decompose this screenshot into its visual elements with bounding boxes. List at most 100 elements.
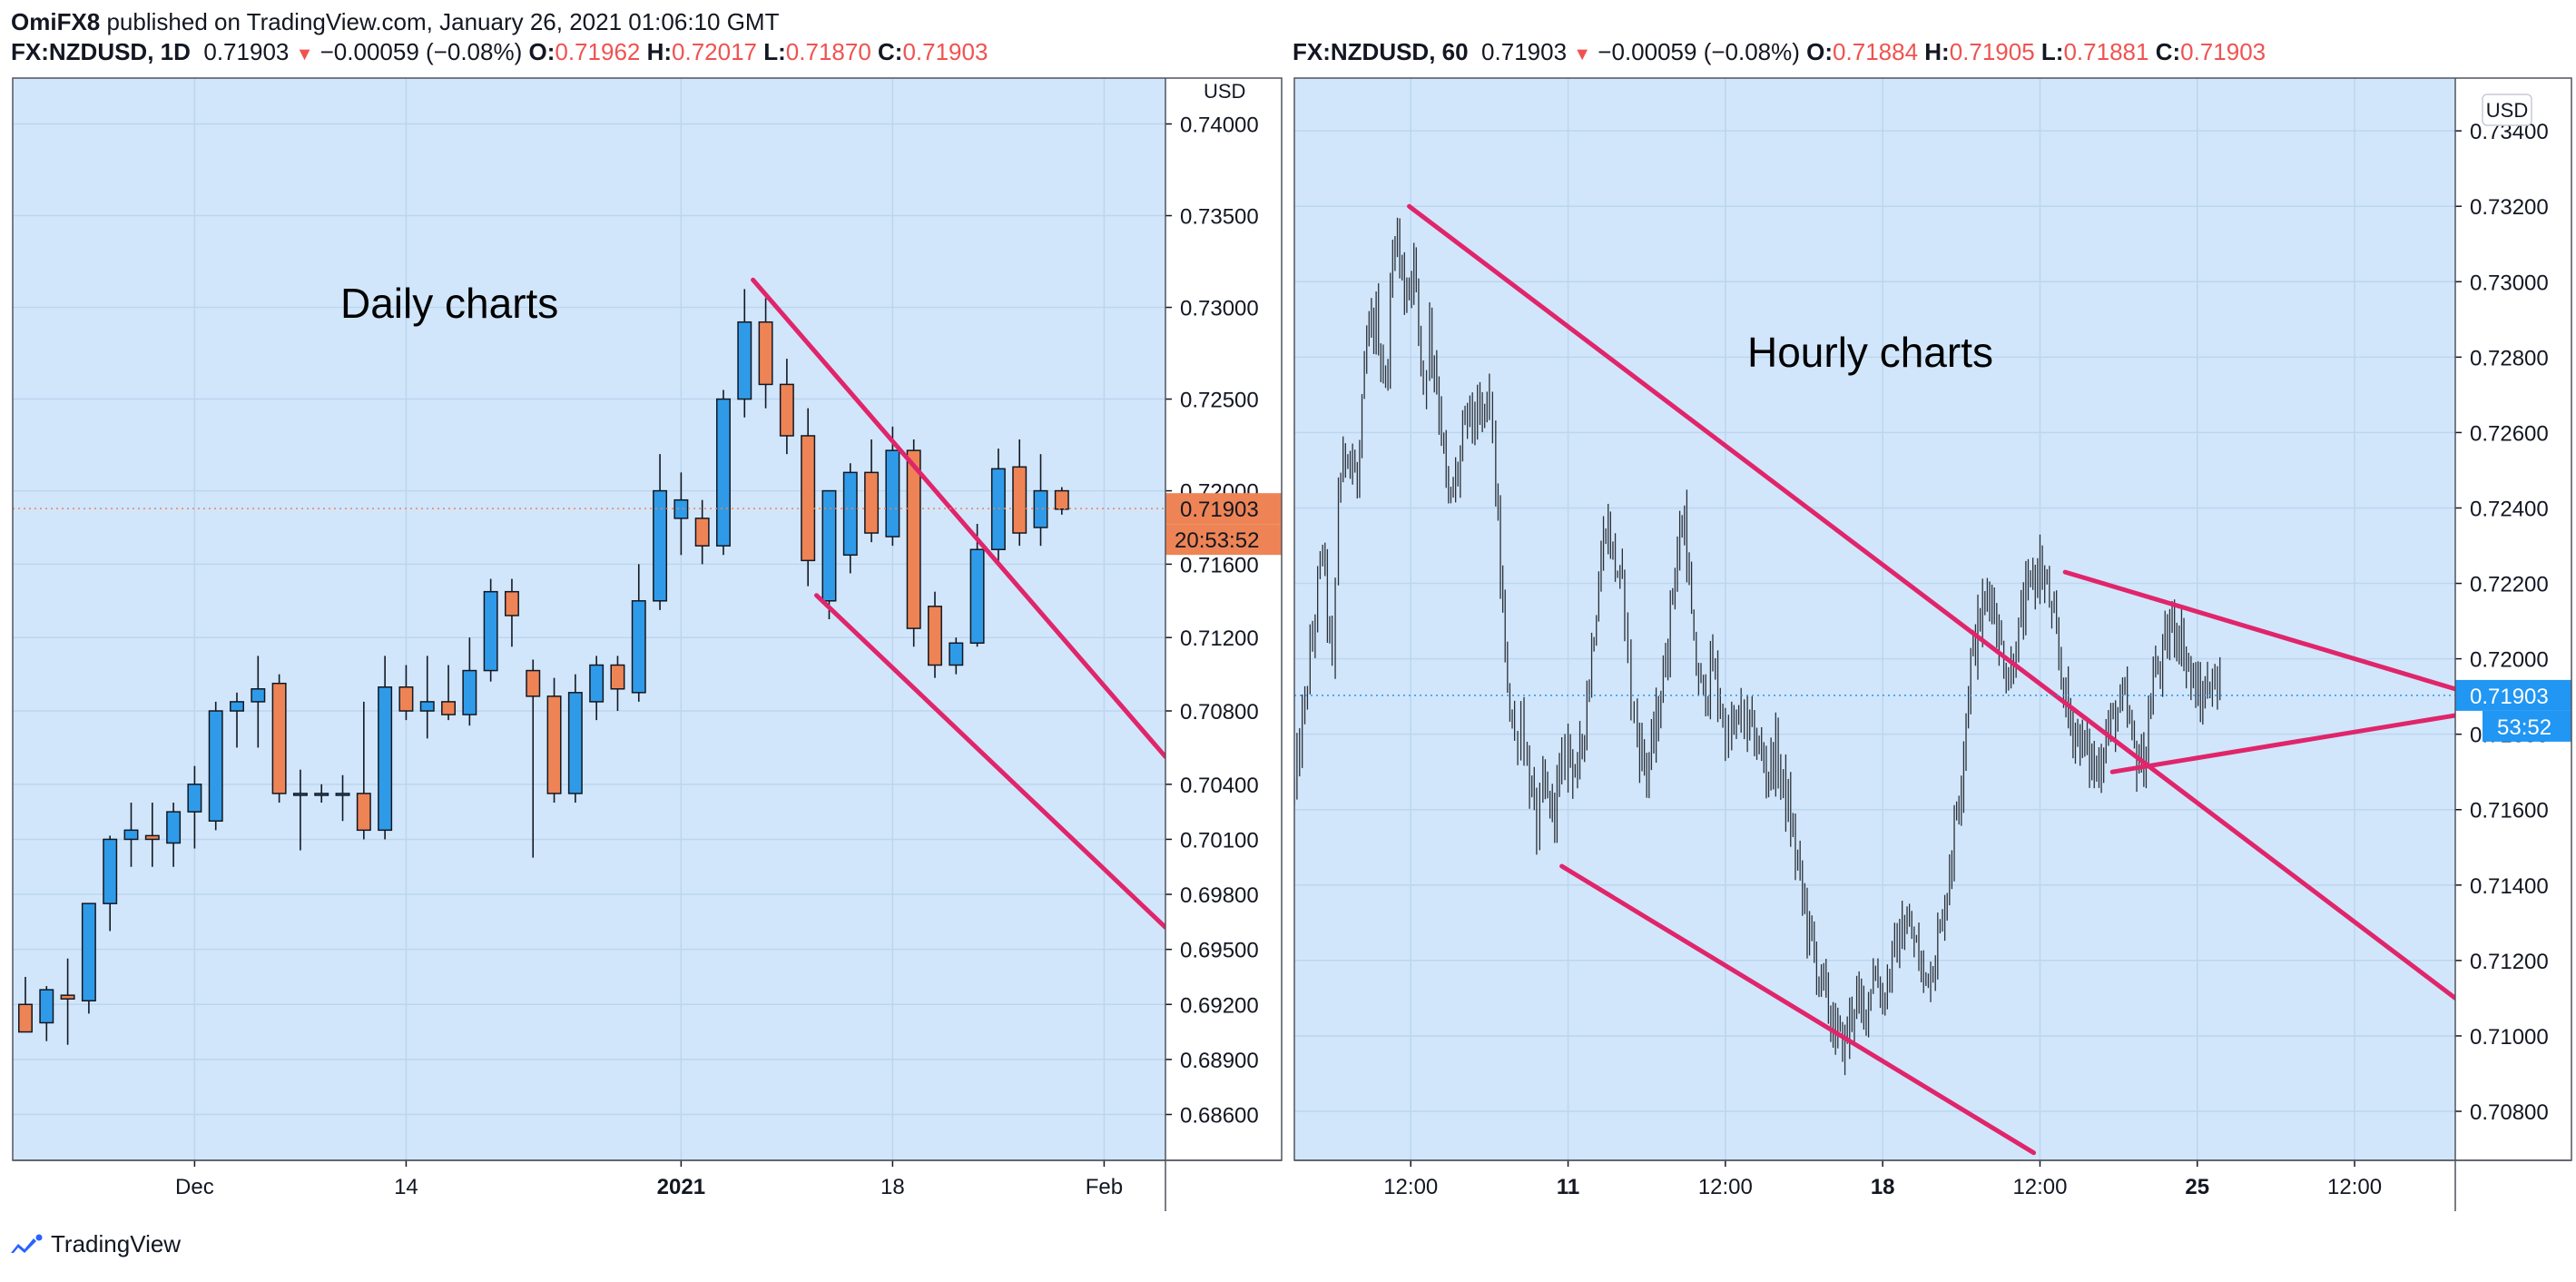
candle-body — [779, 383, 794, 437]
tradingview-brand[interactable]: TradingView — [51, 1230, 182, 1257]
candle-body — [166, 811, 182, 844]
candle — [906, 439, 921, 647]
trendline — [2109, 713, 2455, 774]
candle-body — [208, 710, 223, 822]
daily-x-tick-label: Dec — [175, 1175, 214, 1199]
hourly-y-tick-label: 0.73200 — [2470, 195, 2549, 220]
publisher-name[interactable]: OmiFX8 — [11, 8, 101, 35]
candle-body — [758, 320, 773, 386]
daily-y-tick-label: 0.69500 — [1180, 939, 1259, 963]
candle-body — [694, 518, 710, 547]
candle — [631, 564, 646, 702]
candle-body — [801, 435, 816, 562]
candle-body — [928, 606, 942, 666]
hourly-y-tick-label: 0.72200 — [2470, 573, 2549, 597]
hourly-y-tick-label: 0.71400 — [2470, 874, 2549, 899]
candle-body — [335, 793, 350, 796]
hourly-y-tick-label: 0.72600 — [2470, 421, 2549, 446]
candle-body — [821, 489, 837, 602]
candle-body — [462, 669, 477, 715]
daily-time-axis — [13, 1160, 1282, 1211]
daily-y-tick-label: 0.71200 — [1180, 626, 1259, 651]
candle — [208, 701, 223, 831]
daily-series — [18, 277, 1165, 1045]
publication-header: OmiFX8 published on TradingView.com, Jan… — [11, 7, 779, 36]
daily-symbol[interactable]: FX:NZDUSD — [11, 38, 148, 65]
candle-body — [81, 902, 96, 1001]
hourly-y-tick-label: 0.72400 — [2470, 497, 2549, 521]
candle-body — [314, 793, 329, 796]
tradingview-logo-icon[interactable] — [9, 1233, 44, 1257]
candle-body — [610, 664, 625, 690]
candle-body — [906, 449, 921, 629]
candle-body — [715, 398, 731, 547]
daily-x-tick-label: 18 — [880, 1175, 905, 1199]
hourly-last: 0.71903 — [1481, 38, 1568, 65]
hourly-interval: 60 — [1441, 38, 1469, 65]
candle-body — [144, 834, 160, 841]
candle-body — [292, 793, 308, 796]
candle-body — [526, 669, 541, 697]
candle-body — [842, 471, 858, 557]
daily-price-tag-text: 0.71903 — [1180, 498, 1259, 522]
hourly-y-tick-label: 0.72800 — [2470, 346, 2549, 370]
daily-currency-label: USD — [1204, 80, 1245, 103]
hourly-x-tick-label: 18 — [1871, 1175, 1895, 1199]
hourly-y-tick-label: 0.71200 — [2470, 950, 2549, 974]
daily-legend: FX:NZDUSD, 1D 0.71903 ▼ −0.00059 (−0.08%… — [11, 38, 988, 65]
candle-body — [1033, 489, 1048, 528]
candle — [441, 665, 457, 721]
candle-body — [187, 784, 202, 813]
candle — [292, 769, 308, 851]
daily-plot-area — [13, 78, 1165, 1160]
hourly-symbol[interactable]: FX:NZDUSD — [1293, 38, 1430, 65]
daily-last: 0.71903 — [203, 38, 290, 65]
hourly-open: 0.71884 — [1833, 38, 1919, 65]
hourly-x-tick-label: 11 — [1557, 1175, 1579, 1199]
candle-body — [271, 682, 287, 794]
candle — [546, 677, 562, 804]
daily-interval: 1D — [160, 38, 191, 65]
hourly-price-tag-text: 0.71903 — [2470, 685, 2549, 709]
candle — [673, 472, 689, 556]
candle-body — [60, 994, 75, 1000]
daily-y-tick-label: 0.69800 — [1180, 883, 1259, 908]
candle — [801, 408, 816, 587]
candle — [335, 774, 350, 822]
triangle-down-icon: ▼ — [295, 44, 314, 64]
candle — [1012, 439, 1027, 547]
daily-y-tick-label: 0.71600 — [1180, 553, 1259, 577]
hourly-x-tick-label: 12:00 — [1698, 1175, 1753, 1199]
candle-body — [441, 701, 457, 715]
candle — [864, 439, 880, 543]
hourly-price-axis — [2455, 78, 2571, 1160]
candle — [398, 665, 414, 721]
hourly-annotation: Hourly charts — [1747, 329, 1993, 376]
daily-x-tick-label: 14 — [394, 1175, 418, 1199]
candle — [653, 454, 668, 610]
hourly-y-tick-label: 0.73000 — [2470, 271, 2549, 295]
daily-low: 0.71870 — [785, 38, 871, 65]
hourly-x-tick-label: 12:00 — [2327, 1175, 2382, 1199]
candle-body — [589, 664, 605, 703]
daily-annotation: Daily charts — [340, 280, 558, 327]
candle — [589, 656, 605, 721]
trendline — [2062, 569, 2455, 692]
daily-y-tick-label: 0.68900 — [1180, 1049, 1259, 1073]
candle-body — [483, 590, 498, 672]
candle-body — [1054, 489, 1069, 510]
daily-price-axis — [1165, 78, 1282, 1160]
candle — [103, 835, 118, 932]
candle-body — [969, 548, 985, 645]
trendline — [751, 277, 1165, 760]
candle-body — [885, 449, 900, 537]
candle — [1054, 487, 1069, 515]
candle-body — [673, 498, 689, 519]
hourly-legend: FX:NZDUSD, 60 0.71903 ▼ −0.00059 (−0.08%… — [1293, 38, 2266, 65]
hourly-y-tick-label: 0.71000 — [2470, 1025, 2549, 1050]
daily-y-tick-label: 0.69200 — [1180, 993, 1259, 1018]
candle-body — [39, 989, 54, 1024]
candle — [187, 765, 202, 849]
candle-body — [230, 701, 244, 712]
